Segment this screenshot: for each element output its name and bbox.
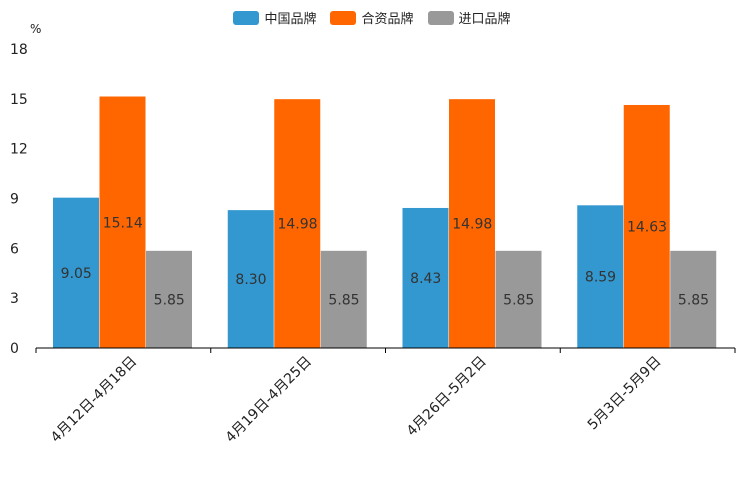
data-label-1-series-3: 5.85 — [154, 292, 185, 308]
data-label-4-series-3: 5.85 — [678, 292, 709, 308]
data-label-1-series-2: 15.14 — [103, 215, 143, 231]
legend-item-import-brand[interactable]: 进口品牌 — [427, 8, 511, 27]
data-label-2-series-2: 14.98 — [277, 217, 317, 233]
x-tick-label-1: 4月12日-4月18日 — [48, 354, 140, 446]
legend-item-joint-venture-brand[interactable]: 合资品牌 — [330, 8, 414, 27]
legend-label-china-brand: 中国品牌 — [264, 12, 317, 27]
legend-label-import-brand: 进口品牌 — [458, 12, 511, 27]
legend-swatch-joint-venture-brand — [330, 10, 357, 25]
x-tick-label-2: 4月19日-4月25日 — [223, 354, 315, 446]
x-tick-label-4: 5月3日-5月9日 — [585, 354, 665, 434]
data-label-2-series-3: 5.85 — [328, 292, 359, 308]
data-label-1-series-1: 9.05 — [61, 266, 92, 282]
bar-3-series-1 — [402, 207, 449, 348]
bar-4-series-3 — [670, 250, 717, 348]
legend-swatch-import-brand — [427, 10, 454, 25]
data-label-3-series-1: 8.43 — [410, 271, 441, 287]
bar-1-series-3 — [146, 250, 192, 348]
y-tick-label-9: 9 — [10, 192, 19, 208]
bar-2-series-2 — [274, 99, 321, 348]
y-tick-label-0: 0 — [10, 341, 19, 357]
data-label-4-series-2: 14.63 — [627, 219, 667, 235]
bar-3-series-2 — [449, 99, 495, 348]
bar-2-series-3 — [320, 250, 367, 348]
data-label-3-series-2: 14.98 — [452, 217, 492, 233]
bar-4-series-2 — [623, 104, 670, 348]
bar-3-series-3 — [495, 250, 542, 348]
legend: 中国品牌 合资品牌 进口品牌 — [0, 8, 744, 27]
x-tick-label-3: 4月26日-5月2日 — [404, 354, 490, 440]
bar-4-series-1 — [577, 205, 624, 348]
data-label-2-series-1: 8.30 — [235, 272, 266, 288]
data-label-4-series-1: 8.59 — [585, 270, 616, 286]
bar-1-series-1 — [53, 197, 99, 348]
legend-swatch-china-brand — [233, 10, 260, 25]
bar-1-series-2 — [99, 96, 146, 348]
y-axis-unit: % — [30, 22, 42, 36]
y-tick-label-3: 3 — [10, 291, 19, 307]
y-tick-label-6: 6 — [10, 241, 19, 257]
data-label-3-series-3: 5.85 — [503, 292, 534, 308]
y-tick-label-15: 15 — [10, 92, 28, 108]
legend-item-china-brand[interactable]: 中国品牌 — [233, 8, 316, 27]
legend-label-joint-venture-brand: 合资品牌 — [361, 12, 414, 27]
bar-2-series-1 — [227, 210, 274, 348]
y-tick-label-12: 12 — [10, 142, 28, 158]
y-tick-label-18: 18 — [10, 42, 28, 58]
